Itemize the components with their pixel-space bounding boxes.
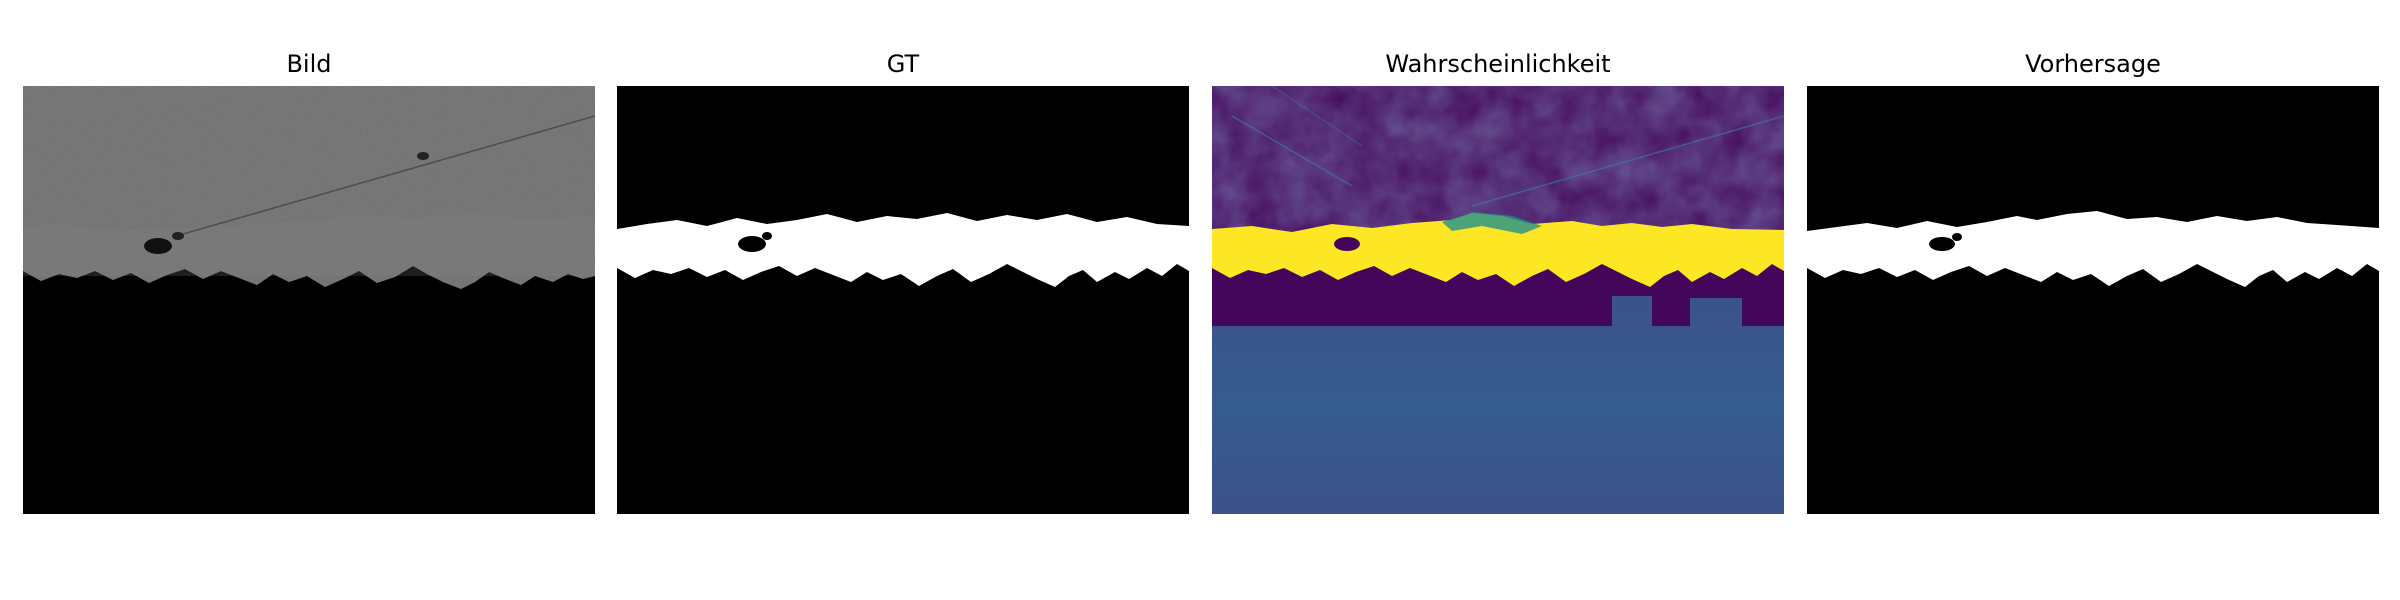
panel-title-wahrscheinlichkeit: Wahrscheinlichkeit — [1385, 50, 1611, 78]
gt-mask-panel — [617, 86, 1189, 514]
panel-title-vorhersage: Vorhersage — [2025, 50, 2161, 78]
probability-map-panel — [1212, 86, 1784, 514]
probability-map — [1212, 86, 1784, 514]
gt-mask — [617, 86, 1189, 514]
prediction-mask — [1807, 86, 2379, 514]
prediction-mask-panel — [1807, 86, 2379, 514]
panel-title-bild: Bild — [286, 50, 332, 78]
panel-title-gt: GT — [886, 50, 920, 78]
sem-image-panel — [23, 86, 595, 514]
sem-image — [23, 86, 595, 514]
